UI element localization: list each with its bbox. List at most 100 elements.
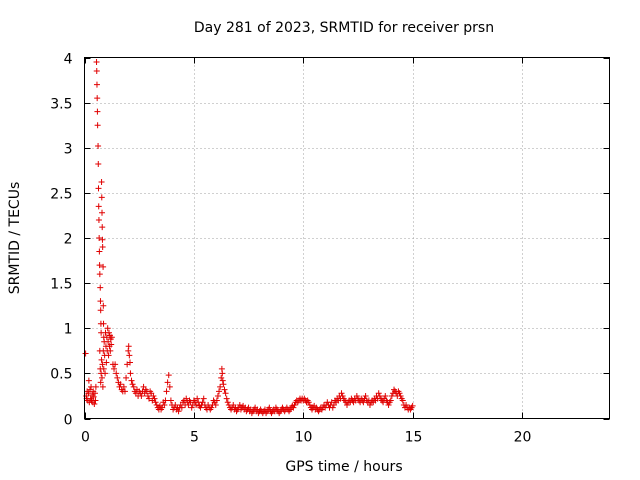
data-point	[138, 392, 145, 399]
data-point	[92, 390, 98, 397]
data-point	[92, 383, 99, 390]
data-point	[129, 381, 136, 388]
data-point	[95, 142, 102, 149]
data-point	[93, 68, 100, 75]
data-point	[100, 263, 107, 270]
plot-frame	[84, 57, 610, 419]
data-point	[99, 209, 105, 216]
data-point	[167, 397, 174, 404]
data-point	[97, 298, 104, 305]
data-point	[117, 381, 124, 388]
data-point	[291, 401, 298, 408]
data-point	[95, 203, 102, 210]
data-point	[96, 248, 103, 255]
data-point	[99, 244, 106, 251]
data-point	[123, 374, 130, 381]
data-point	[290, 404, 297, 411]
x-axis-label: GPS time / hours	[285, 459, 402, 475]
data-point	[98, 179, 105, 186]
data-point	[95, 216, 102, 223]
data-point	[399, 397, 406, 404]
data-point	[112, 361, 119, 368]
data-point	[409, 402, 416, 409]
data-point	[106, 329, 112, 336]
data-point	[208, 404, 215, 411]
data-point	[96, 271, 103, 278]
data-point	[95, 160, 102, 167]
data-point	[214, 392, 221, 399]
y-tick-label: 2	[64, 232, 73, 248]
data-point	[164, 379, 171, 386]
data-point	[197, 404, 204, 411]
y-axis-label: SRMTID / TECUs	[7, 182, 23, 295]
data-point	[86, 386, 93, 393]
x-tick-label: 20	[514, 430, 532, 446]
data-point	[212, 401, 219, 408]
data-point	[114, 374, 121, 381]
data-point	[188, 404, 195, 411]
x-tick-label: 15	[405, 430, 423, 446]
data-point	[219, 370, 226, 377]
data-markers	[82, 59, 416, 417]
data-point	[382, 392, 389, 399]
data-point	[92, 397, 99, 404]
data-point	[98, 356, 105, 363]
data-point	[97, 284, 104, 291]
data-point	[224, 399, 231, 406]
y-tick-label: 0	[64, 413, 73, 429]
data-point	[94, 122, 101, 129]
data-point	[120, 383, 127, 390]
data-point	[403, 401, 410, 408]
data-point	[96, 235, 103, 241]
data-point	[85, 390, 92, 397]
data-point	[94, 95, 101, 102]
data-point	[362, 392, 369, 399]
data-point	[150, 392, 157, 399]
data-point	[97, 307, 104, 314]
data-point	[82, 350, 89, 357]
data-point	[153, 401, 160, 408]
data-point	[162, 397, 169, 404]
data-point	[338, 390, 345, 397]
y-tick-label: 3	[64, 142, 73, 158]
data-point	[388, 392, 395, 399]
data-point	[146, 395, 153, 402]
data-point	[222, 390, 229, 397]
data-point	[104, 325, 111, 332]
y-tick-label: 4	[64, 52, 73, 68]
x-tick-label: 5	[190, 430, 199, 446]
data-point	[127, 370, 134, 377]
data-point	[127, 359, 133, 366]
data-point	[144, 392, 151, 399]
data-point	[98, 194, 105, 201]
y-tick-label: 2.5	[50, 187, 72, 203]
data-point	[121, 388, 128, 395]
data-point	[183, 395, 190, 402]
data-point	[385, 401, 392, 408]
data-point	[163, 388, 170, 395]
data-point	[344, 401, 350, 408]
data-point	[366, 401, 373, 408]
data-point	[108, 341, 115, 348]
data-point	[100, 320, 107, 327]
data-point	[96, 262, 103, 269]
x-tick-label: 0	[81, 430, 90, 446]
data-point	[219, 377, 226, 384]
data-point	[95, 185, 102, 192]
data-point	[218, 374, 225, 381]
x-tick-label: 10	[295, 430, 313, 446]
grid	[84, 57, 610, 419]
data-point	[99, 383, 106, 390]
y-tick-label: 0.5	[50, 367, 72, 383]
data-point	[105, 352, 112, 359]
data-point	[113, 370, 120, 377]
data-point	[103, 359, 110, 366]
data-point	[151, 395, 158, 402]
data-point	[266, 404, 273, 411]
data-point	[223, 395, 230, 402]
data-point	[100, 365, 107, 372]
y-tick-label: 1	[64, 322, 73, 338]
data-point	[90, 393, 97, 400]
data-point	[339, 392, 346, 399]
